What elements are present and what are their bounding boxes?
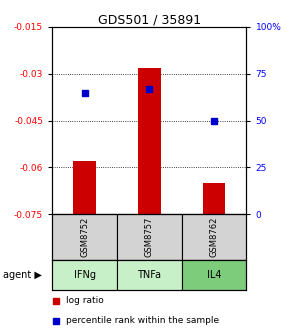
Title: GDS501 / 35891: GDS501 / 35891 (98, 14, 201, 27)
Bar (182, 260, 246, 290)
Text: GSM8762: GSM8762 (210, 217, 219, 257)
Bar (117, 260, 182, 290)
Text: TNFa: TNFa (137, 270, 161, 280)
Bar (52, 260, 117, 290)
Text: IFNg: IFNg (74, 270, 96, 280)
Text: GSM8752: GSM8752 (80, 217, 89, 257)
Bar (203, 183, 225, 214)
Bar (182, 214, 246, 260)
Bar (138, 68, 161, 214)
Bar (73, 161, 96, 214)
Bar (52, 214, 117, 260)
Text: percentile rank within the sample: percentile rank within the sample (66, 316, 219, 325)
Text: log ratio: log ratio (66, 296, 104, 305)
Text: agent ▶: agent ▶ (3, 270, 42, 280)
Bar (117, 214, 182, 260)
Text: GSM8757: GSM8757 (145, 217, 154, 257)
Text: IL4: IL4 (207, 270, 221, 280)
